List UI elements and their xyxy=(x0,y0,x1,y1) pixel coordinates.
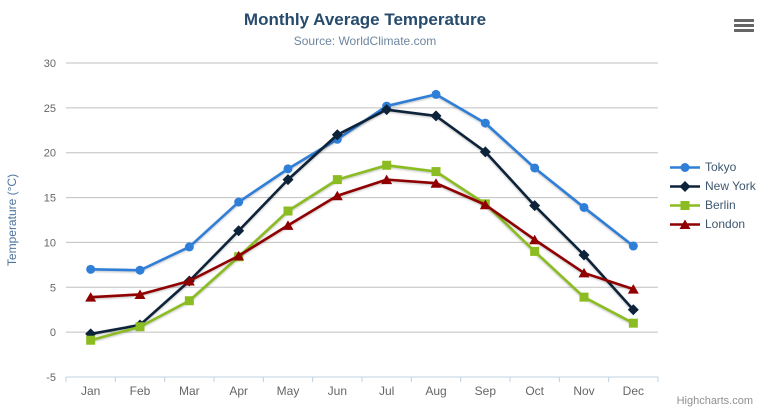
y-axis-label: 0 xyxy=(50,327,56,339)
series-marker-london[interactable] xyxy=(282,220,294,230)
series-marker-london[interactable] xyxy=(85,292,97,302)
x-axis-label: Jul xyxy=(379,384,394,398)
series-marker-tokyo[interactable] xyxy=(283,164,293,174)
triangle-series-swatch-icon xyxy=(670,219,700,229)
series-marker-new-york[interactable] xyxy=(381,104,393,116)
series-line-berlin[interactable] xyxy=(89,163,635,342)
export-menu-button[interactable] xyxy=(732,15,756,35)
series-marker-berlin[interactable] xyxy=(628,318,638,328)
series-marker-london[interactable] xyxy=(183,276,195,286)
y-axis-title: Temperature (°C) xyxy=(5,174,19,266)
series-marker-berlin[interactable] xyxy=(332,175,342,185)
x-axis-label: Jan xyxy=(81,384,100,398)
square-series-swatch-icon xyxy=(670,200,700,210)
series-marker-berlin[interactable] xyxy=(530,246,540,256)
legend-item-label: New York xyxy=(705,179,756,193)
circle-series-swatch-icon xyxy=(670,162,700,172)
y-axis-label: 5 xyxy=(50,282,56,294)
legend: Tokyo New York Berlin London xyxy=(670,160,756,236)
series-marker-london[interactable] xyxy=(134,289,146,299)
series-marker-tokyo[interactable] xyxy=(579,202,589,212)
series-line-london[interactable] xyxy=(89,178,635,299)
x-axis-label: Feb xyxy=(130,384,151,398)
series-marker-tokyo[interactable] xyxy=(234,197,244,207)
x-axis-label: Oct xyxy=(525,384,544,398)
y-axis-label: 20 xyxy=(44,148,56,160)
x-axis-label: Sep xyxy=(475,384,497,398)
credits-link[interactable]: Highcharts.com xyxy=(676,395,753,407)
legend-item-new-york[interactable]: New York xyxy=(670,179,756,193)
series-marker-new-york[interactable] xyxy=(578,249,590,261)
series-marker-berlin[interactable] xyxy=(283,206,293,216)
series-marker-new-york[interactable] xyxy=(627,304,639,316)
x-axis-label: May xyxy=(277,384,300,398)
diamond-series-swatch-icon xyxy=(670,180,700,192)
x-axis-label: Mar xyxy=(179,384,200,398)
y-axis-label: 15 xyxy=(44,193,56,205)
series-marker-berlin[interactable] xyxy=(86,335,96,345)
series-marker-london[interactable] xyxy=(578,267,590,278)
chart-subtitle: Source: WorldClimate.com xyxy=(293,34,437,48)
series-marker-tokyo[interactable] xyxy=(431,89,441,99)
x-axis-label: Jun xyxy=(328,384,347,398)
legend-item-label: Tokyo xyxy=(705,160,737,174)
series-marker-tokyo[interactable] xyxy=(135,265,145,275)
legend-item-label: London xyxy=(705,217,746,231)
series-marker-berlin[interactable] xyxy=(579,292,589,302)
series-marker-london[interactable] xyxy=(331,190,343,201)
legend-item-tokyo[interactable]: Tokyo xyxy=(670,160,756,174)
series-marker-tokyo[interactable] xyxy=(86,264,96,274)
x-axis-label: Aug xyxy=(425,384,446,398)
series-marker-berlin[interactable] xyxy=(431,167,441,177)
legend-item-label: Berlin xyxy=(705,198,736,212)
series-marker-london[interactable] xyxy=(529,234,541,245)
series-marker-berlin[interactable] xyxy=(135,322,145,332)
x-axis-label: Nov xyxy=(573,384,594,398)
y-axis-label: -5 xyxy=(46,372,56,384)
legend-item-berlin[interactable]: Berlin xyxy=(670,198,756,212)
series-marker-london[interactable] xyxy=(381,174,393,185)
series-marker-london[interactable] xyxy=(627,284,639,294)
series-marker-tokyo[interactable] xyxy=(480,118,490,128)
series-marker-tokyo[interactable] xyxy=(184,242,194,252)
series-marker-new-york[interactable] xyxy=(479,146,491,158)
hamburger-icon xyxy=(734,18,754,32)
series-marker-london[interactable] xyxy=(479,199,491,210)
y-axis-label: 10 xyxy=(44,237,56,249)
y-axis-label: 30 xyxy=(44,58,56,70)
series-marker-berlin[interactable] xyxy=(184,296,194,306)
series-marker-new-york[interactable] xyxy=(331,129,343,141)
legend-item-london[interactable]: London xyxy=(670,217,756,231)
series-marker-berlin[interactable] xyxy=(382,160,392,170)
series-marker-tokyo[interactable] xyxy=(530,163,540,173)
series-marker-new-york[interactable] xyxy=(430,110,442,122)
series-marker-new-york[interactable] xyxy=(529,200,541,212)
y-axis-label: 25 xyxy=(44,103,56,115)
series-marker-new-york[interactable] xyxy=(233,225,245,237)
series-marker-new-york[interactable] xyxy=(282,174,294,186)
series-marker-london[interactable] xyxy=(233,250,245,261)
series-line-new-york[interactable] xyxy=(89,108,635,336)
series-marker-tokyo[interactable] xyxy=(628,241,638,251)
x-axis-label: Dec xyxy=(623,384,644,398)
chart-title: Monthly Average Temperature xyxy=(243,10,487,29)
series-marker-london[interactable] xyxy=(430,178,442,188)
x-axis-label: Apr xyxy=(229,384,248,398)
